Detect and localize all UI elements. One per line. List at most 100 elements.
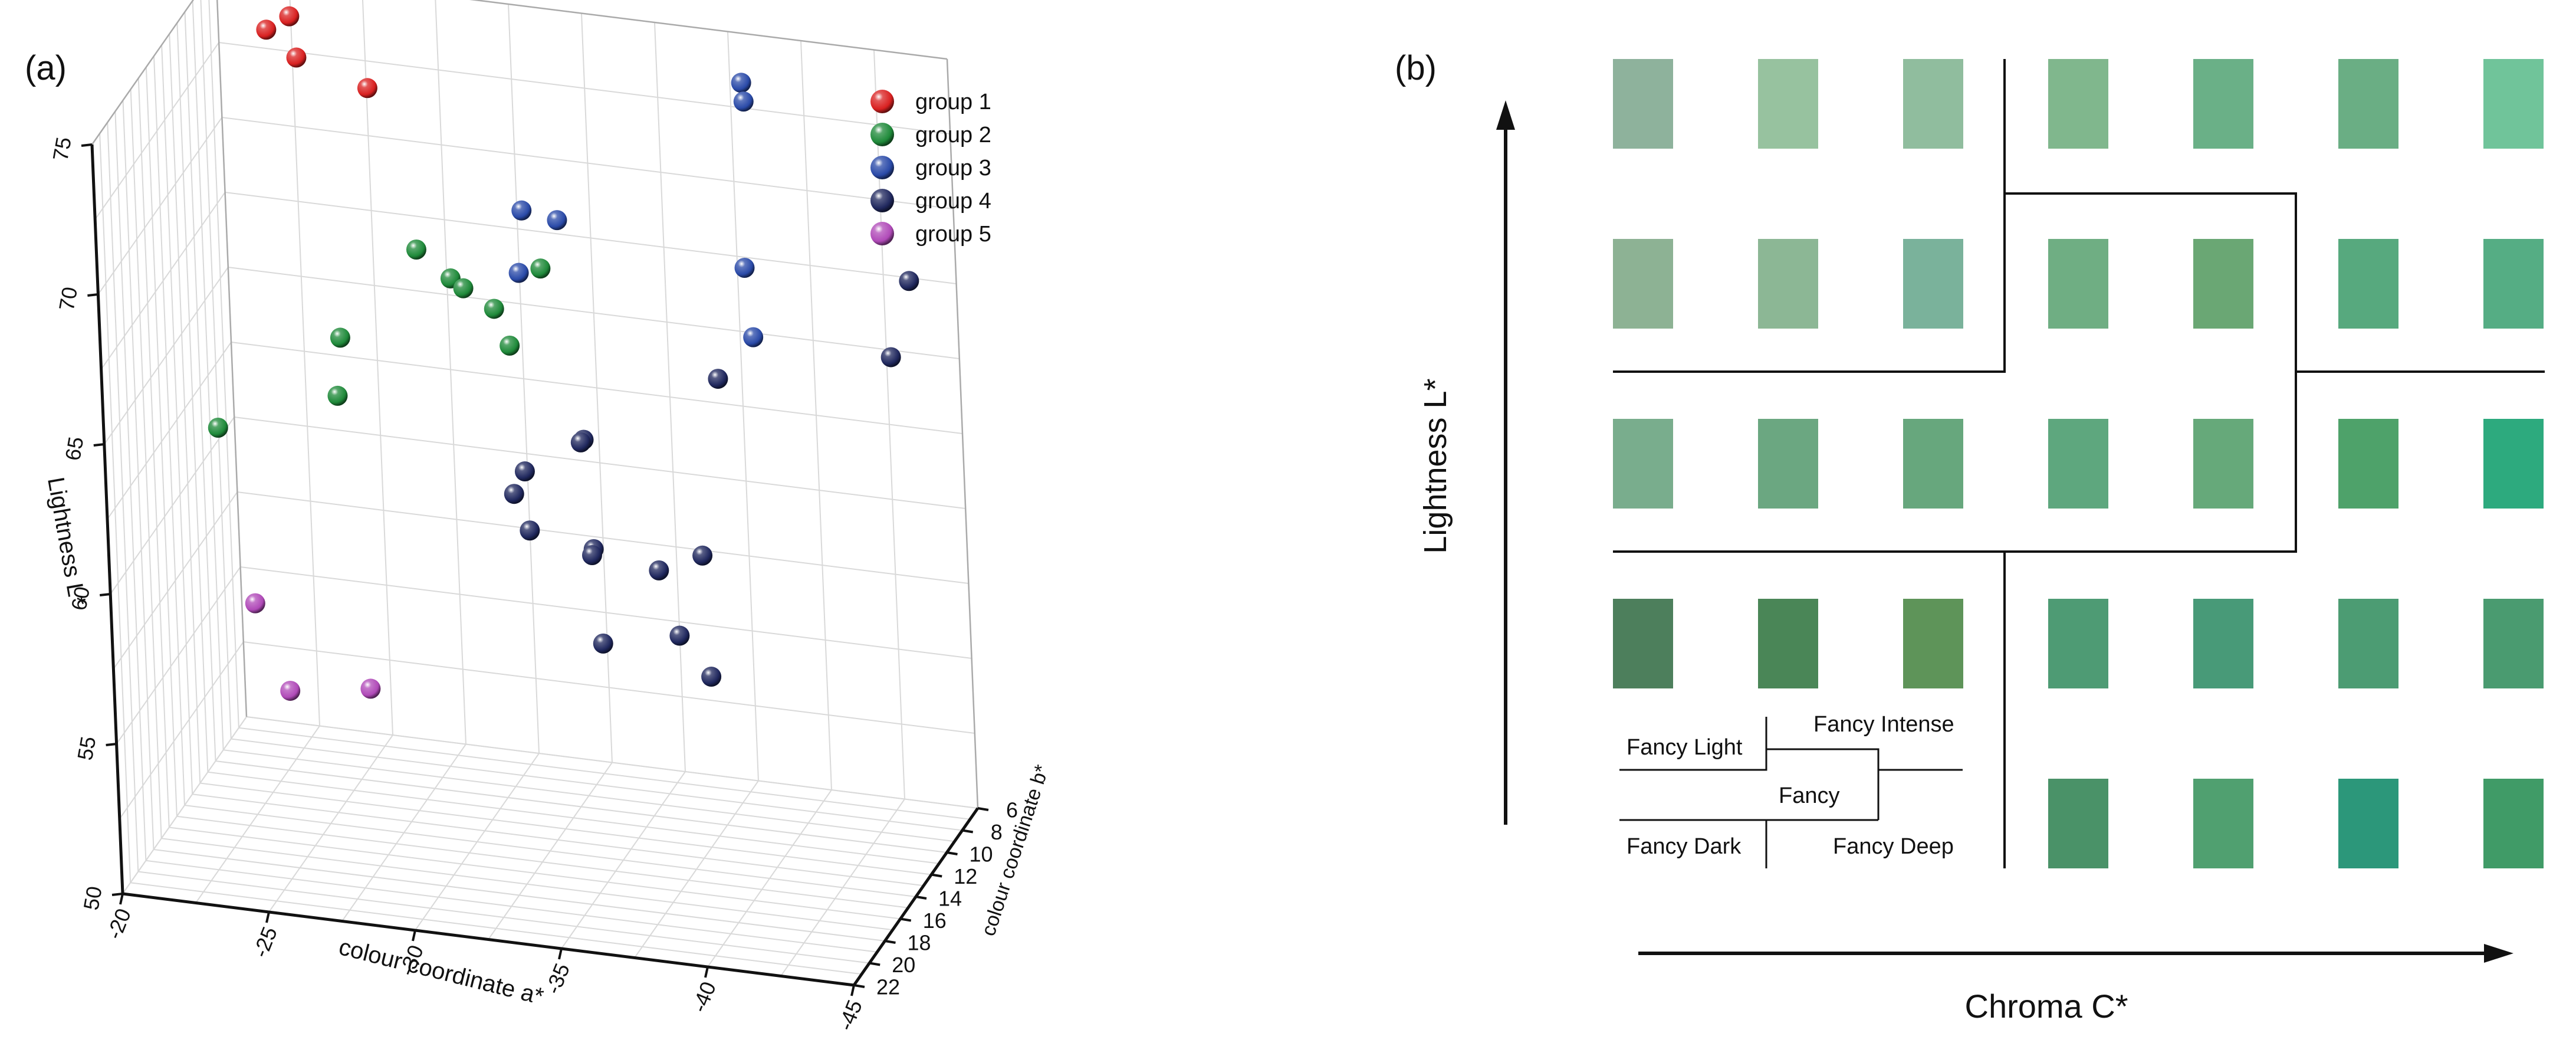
legend-label: group 5: [915, 222, 991, 247]
color-swatch: [2193, 239, 2253, 329]
gridline: [362, 0, 393, 736]
point-group-3: [731, 73, 751, 93]
gridline: [94, 42, 220, 220]
z-tick-label: 55: [73, 734, 100, 762]
color-swatch: [2193, 419, 2253, 509]
gridline: [470, 0, 948, 60]
point-group-4: [581, 545, 602, 565]
zone-boundaries: [1613, 59, 2545, 868]
gridline: [184, 805, 916, 897]
z-tick: [99, 593, 111, 596]
gridline: [215, 760, 947, 853]
point-group-3: [508, 263, 529, 283]
y-tick-label: 18: [907, 931, 931, 955]
gridline: [200, 0, 232, 739]
color-swatch: [1903, 599, 1963, 688]
color-swatch: [2483, 599, 2544, 688]
point-group-4: [701, 667, 722, 687]
y-tick: [931, 873, 942, 878]
gridline: [228, 267, 960, 359]
legend-label: group 4: [915, 189, 991, 214]
point-group-2: [208, 418, 228, 438]
y-tick: [977, 807, 989, 811]
point-group-1: [256, 19, 277, 40]
label-fancy-dark: Fancy Dark: [1627, 834, 1742, 859]
gridline: [208, 771, 939, 864]
legend-marker: [870, 189, 894, 212]
boundary-line: [1613, 59, 2006, 373]
color-swatch: [2483, 59, 2544, 149]
point-group-4: [880, 347, 901, 368]
gridline: [435, 0, 466, 744]
z-tick-label: 75: [48, 135, 75, 163]
frame-edge: [91, 0, 195, 145]
legend-label: group 2: [915, 123, 991, 147]
y-tick: [885, 940, 896, 944]
y-tick: [853, 984, 865, 988]
gridline: [161, 838, 893, 931]
y-tick-label: 22: [876, 975, 900, 999]
x-tick: [265, 911, 270, 923]
point-group-2: [453, 278, 474, 299]
point-group-4: [649, 560, 669, 580]
color-swatch: [2338, 779, 2398, 868]
gridline: [222, 117, 954, 209]
color-swatch: [1758, 59, 1818, 149]
x-tick-label: -20: [101, 905, 136, 943]
gridline: [169, 826, 901, 920]
color-swatch: [1758, 239, 1818, 329]
x-tick: [704, 966, 709, 978]
y-tick: [915, 896, 927, 900]
color-swatch: [2338, 599, 2398, 688]
legend-marker: [870, 123, 894, 146]
frame-edge: [946, 58, 979, 809]
x-tick-label: -35: [540, 960, 574, 998]
gridline: [138, 871, 870, 964]
panel-b-label: (b): [1395, 49, 1437, 87]
point-group-3: [547, 210, 567, 231]
z-tick: [93, 443, 105, 447]
gridline: [116, 566, 241, 744]
gridline: [192, 793, 924, 887]
gridline: [100, 192, 226, 370]
color-swatch: [2048, 239, 2108, 329]
point-group-4: [514, 461, 535, 482]
gridline: [97, 117, 223, 295]
point-group-3: [734, 258, 755, 278]
z-tick-label: 70: [54, 285, 82, 313]
point-group-3: [733, 91, 754, 112]
legend-line: [1619, 717, 1767, 771]
color-swatch: [1903, 59, 1963, 149]
color-swatch: [2338, 419, 2398, 509]
gridline: [110, 416, 235, 595]
point-group-1: [286, 47, 307, 68]
point-group-2: [530, 258, 551, 279]
z-tick: [106, 743, 117, 746]
point-group-5: [245, 593, 265, 614]
y-tick-label: 10: [969, 842, 993, 867]
z-tick-label: 60: [67, 585, 94, 612]
y-tick: [962, 829, 974, 834]
label-fancy-deep: Fancy Deep: [1833, 834, 1954, 859]
z-tick-label: 65: [60, 435, 88, 463]
color-swatch: [2193, 779, 2253, 868]
lightness-axis-arrow: [1496, 100, 1515, 825]
x-tick-label: -25: [248, 923, 282, 961]
label-fancy-light: Fancy Light: [1627, 735, 1743, 760]
gridline: [238, 727, 970, 820]
color-swatch: [2483, 239, 2544, 329]
x-axis-title: colour coordinate a*: [336, 934, 546, 1010]
point-group-4: [899, 271, 919, 291]
label-fancy: Fancy: [1779, 783, 1839, 808]
point-group-1: [279, 6, 300, 27]
z-tick: [81, 143, 93, 147]
color-swatch: [2483, 419, 2544, 509]
legend-marker: [870, 156, 894, 179]
color-swatch: [2193, 59, 2253, 149]
point-group-2: [406, 240, 426, 260]
gridline: [200, 782, 932, 875]
gridline: [223, 749, 955, 842]
z-tick: [87, 293, 98, 297]
color-swatch: [1613, 239, 1673, 329]
